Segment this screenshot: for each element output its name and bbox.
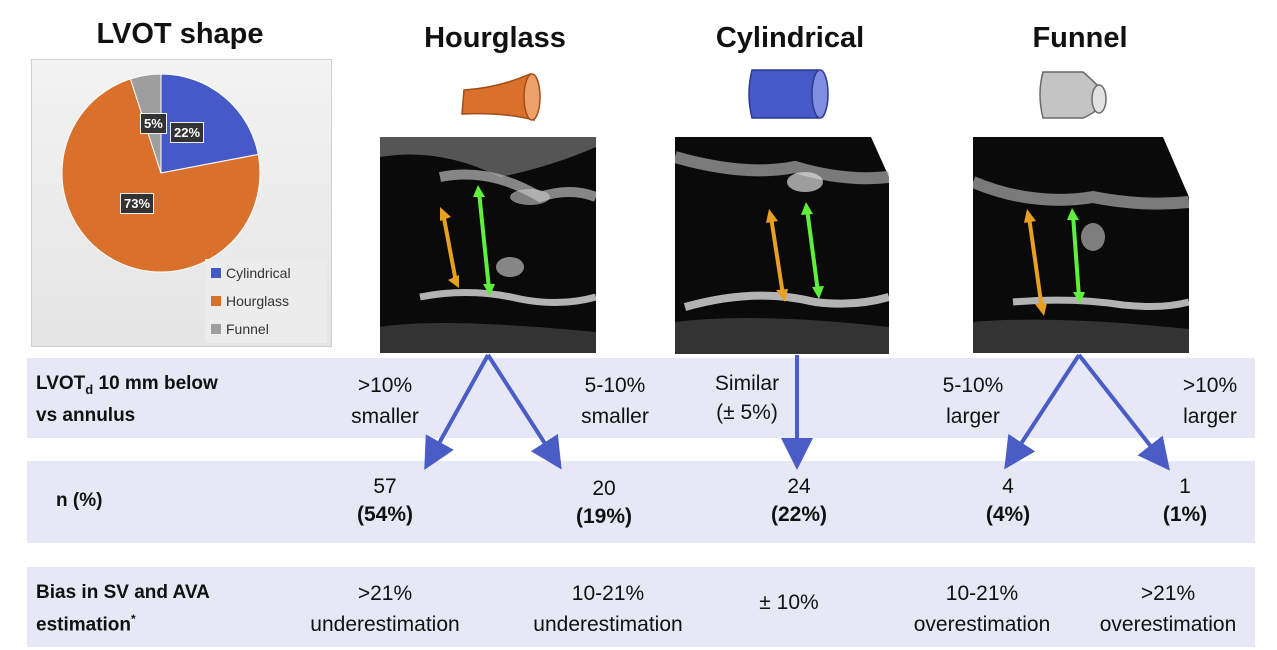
n-row-label: n (%): [56, 490, 103, 511]
legend-swatch-cylindrical: [211, 268, 221, 278]
bias-label-line2: estimation: [36, 614, 132, 636]
n-cell-4-pct: (4%): [985, 503, 1031, 526]
hourglass-title: Hourglass: [424, 22, 566, 54]
lvot-cell-1: >10% smaller: [300, 372, 470, 431]
pie-label-hourglass: 73%: [120, 193, 155, 214]
green-arrow: [473, 185, 495, 296]
lvot-label-sub: d: [85, 381, 94, 397]
n-cell-2-count: 20: [592, 477, 616, 500]
n-cell-5-pct: (1%): [1162, 503, 1208, 526]
orange-arrow: [440, 207, 459, 288]
bias-cell-1: >21% underestimation: [300, 580, 470, 639]
lvot-cell-5-l1: >10%: [1182, 374, 1238, 397]
lvot-cell-3-l1: Similar: [714, 372, 780, 395]
bias-cell-4-l1: 10-21%: [945, 582, 1019, 605]
echo-image-funnel: [973, 137, 1189, 353]
bias-cell-5-l1: >21%: [1140, 582, 1196, 605]
legend-swatch-funnel: [211, 324, 221, 334]
bias-cell-5-l2: overestimation: [1099, 613, 1237, 636]
hourglass-icon: [461, 72, 541, 121]
bias-label-line1: Bias in SV and AVA: [36, 582, 210, 603]
lvot-cell-4-l1: 5-10%: [942, 374, 1004, 397]
green-arrow-2: [801, 202, 824, 299]
funnel-title: Funnel: [1032, 22, 1128, 54]
n-cell-4-count: 4: [1002, 475, 1014, 498]
cylindrical-title: Cylindrical: [715, 22, 865, 54]
n-cell-3-pct: (22%): [770, 503, 828, 526]
pie-legend: Cylindrical Hourglass Funnel: [205, 259, 327, 343]
n-cell-3-count: 24: [787, 475, 811, 498]
lvot-cell-2: 5-10% smaller: [530, 372, 700, 431]
n-cell-5-count: 1: [1179, 475, 1191, 498]
orange-arrow-3: [1024, 209, 1047, 316]
lvot-label-rest: 10 mm below: [93, 373, 218, 394]
n-cell-1-count: 57: [373, 475, 397, 498]
pie-slice-cylindrical: [160, 73, 259, 174]
n-cell-4: 4 (4%): [923, 473, 1093, 529]
pie-title: LVOT shape: [96, 18, 264, 50]
pie-slice-hourglass: [61, 78, 261, 273]
pie-chart: [61, 73, 261, 273]
pie-chart-panel: 5% 22% 73% Cylindrical Hourglass Funnel: [31, 59, 332, 347]
bias-cell-3-l1: ± 10%: [759, 591, 819, 614]
bias-cell-3: ± 10%: [704, 589, 874, 617]
lvot-cell-3: Similar (± 5%): [662, 370, 832, 427]
bias-row-band: [27, 567, 1255, 647]
lvot-label-line2: vs annulus: [36, 404, 136, 426]
n-cell-1-pct: (54%): [356, 503, 414, 526]
lvot-cell-2-l2: smaller: [581, 405, 649, 428]
bias-label-sup: *: [131, 612, 136, 626]
lvot-cell-1-l1: >10%: [357, 374, 413, 397]
legend-item-funnel: Funnel: [205, 315, 327, 343]
legend-label-funnel: Funnel: [226, 321, 269, 337]
n-cell-2-pct: (19%): [575, 505, 633, 528]
bias-cell-1-l1: >21%: [357, 582, 413, 605]
orange-arrow-2: [766, 209, 788, 302]
lvot-cell-2-l1: 5-10%: [584, 374, 646, 397]
legend-label-cylindrical: Cylindrical: [226, 265, 291, 281]
lvot-cell-4: 5-10% larger: [888, 372, 1058, 431]
funnel-icon: [1039, 71, 1107, 119]
pie-label-funnel: 5%: [140, 113, 167, 134]
bias-cell-5: >21% overestimation: [1083, 580, 1253, 639]
green-arrow-3: [1067, 208, 1085, 304]
n-cell-1: 57 (54%): [300, 473, 470, 529]
echo-image-hourglass: [380, 137, 596, 353]
lvot-cell-4-l2: larger: [946, 405, 1000, 428]
bias-cell-4-l2: overestimation: [913, 613, 1051, 636]
bias-cell-2-l2: underestimation: [533, 613, 683, 636]
bias-cell-2-l1: 10-21%: [571, 582, 645, 605]
lvot-label-main: LVOT: [36, 373, 86, 394]
legend-item-cylindrical: Cylindrical: [205, 259, 327, 287]
lvot-cell-5-l2: larger: [1183, 405, 1237, 428]
bias-cell-2: 10-21% underestimation: [518, 580, 698, 639]
n-cell-2: 20 (19%): [519, 475, 689, 531]
lvot-cell-1-l2: smaller: [351, 405, 419, 428]
echo-image-cylindrical: [675, 137, 889, 354]
legend-swatch-hourglass: [211, 296, 221, 306]
legend-item-hourglass: Hourglass: [205, 287, 327, 315]
legend-label-hourglass: Hourglass: [226, 293, 290, 309]
n-row-band: [27, 461, 1255, 543]
bias-row-label: Bias in SV and AVA estimation*: [36, 580, 210, 638]
n-cell-5: 1 (1%): [1100, 473, 1270, 529]
lvot-cell-5: >10% larger: [1125, 372, 1277, 431]
lvot-row-label: LVOTd 10 mm below vs annulus: [36, 371, 218, 429]
cylinder-icon: [748, 69, 829, 119]
bias-cell-1-l2: underestimation: [310, 613, 460, 636]
n-cell-3: 24 (22%): [714, 473, 884, 529]
pie-label-cylindrical: 22%: [170, 122, 205, 143]
lvot-cell-3-l2: (± 5%): [716, 401, 778, 424]
bias-cell-4: 10-21% overestimation: [897, 580, 1067, 639]
